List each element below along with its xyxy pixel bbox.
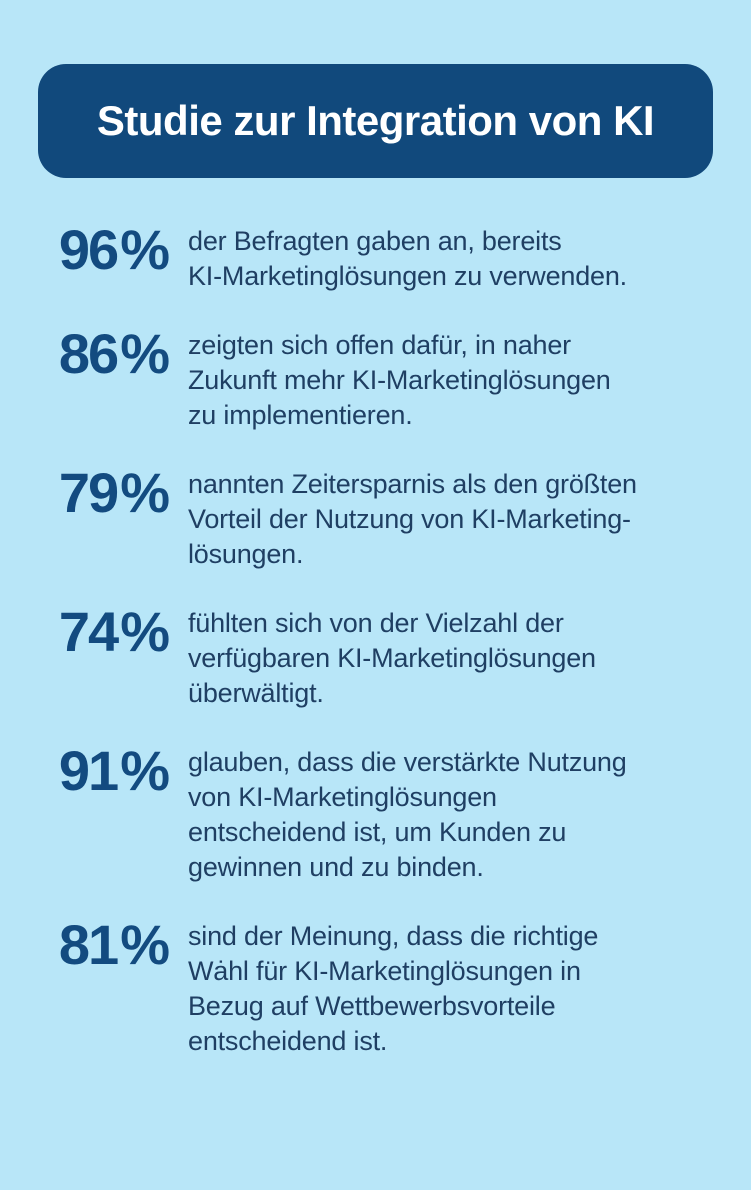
stat-percent-sign: %: [120, 913, 170, 976]
stats-list: 96% der Befragten gaben an, bereits KI-M…: [0, 222, 751, 1059]
stat-percent-sign: %: [120, 218, 170, 281]
infographic-page: { "page": { "background_color": "#b8e6f8…: [0, 64, 751, 1190]
stat-number: 96: [58, 218, 119, 281]
stat-value: 96%: [58, 222, 170, 278]
stat-number: 86: [58, 322, 119, 385]
stat-value: 81%: [58, 917, 170, 973]
stat-row: 74% fühlten sich von der Vielzahl der ve…: [58, 604, 711, 711]
stat-percent-sign: %: [120, 739, 170, 802]
page-title: Studie zur Integration von KI: [96, 97, 655, 144]
stat-percent-sign: %: [120, 322, 170, 385]
stat-row: 81% sind der Meinung, dass die richtige …: [58, 917, 711, 1059]
stat-row: 86% zeigten sich offen dafür, in naher Z…: [58, 326, 711, 433]
stat-row: 91% glauben, dass die verstärkte Nutzung…: [58, 743, 711, 885]
header-banner: Studie zur Integration von KI: [38, 64, 713, 178]
stat-percent-sign: %: [120, 600, 170, 663]
stat-description: zeigten sich offen dafür, in naher Zukun…: [188, 330, 611, 430]
stat-value: 74%: [58, 604, 170, 660]
stat-value: 79%: [58, 465, 170, 521]
stat-row: 96% der Befragten gaben an, bereits KI-M…: [58, 222, 711, 294]
stat-number: 91: [58, 739, 119, 802]
stat-description: sind der Meinung, dass die richtige Wȧhl…: [188, 921, 599, 1056]
stat-number: 74: [58, 600, 119, 663]
stat-description: nannten Zeitersparnis als den größten Vo…: [188, 469, 637, 569]
stat-number: 81: [58, 913, 119, 976]
stat-description: der Befragten gaben an, bereits KI-Marke…: [188, 226, 627, 291]
stat-percent-sign: %: [120, 461, 170, 524]
stat-value: 86%: [58, 326, 170, 382]
stat-description: glauben, dass die verstärkte Nutzung von…: [188, 747, 627, 882]
stat-value: 91%: [58, 743, 170, 799]
stat-row: 79% nannten Zeitersparnis als den größte…: [58, 465, 711, 572]
stat-number: 79: [58, 461, 119, 524]
stat-description: fühlten sich von der Vielzahl der verfüg…: [188, 608, 596, 708]
